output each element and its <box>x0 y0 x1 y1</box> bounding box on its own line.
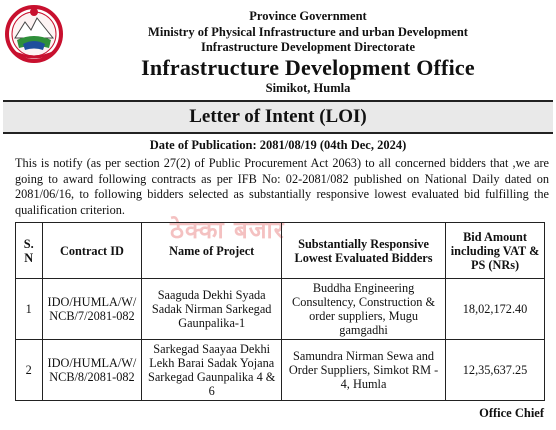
header-project: Name of Project <box>141 222 282 279</box>
office-location: Simikot, Humla <box>265 81 351 95</box>
nepal-emblem-icon <box>5 5 63 63</box>
cell-contract-id: IDO/HUMLA/W/ NCB/8/2081-082 <box>41 339 143 401</box>
header-contract-id: Contract ID <box>41 222 143 279</box>
table-row: 1 IDO/HUMLA/W/ NCB/7/2081-082 Saaguda De… <box>15 278 545 340</box>
header-sn: S. N <box>15 222 43 279</box>
cell-sn: 1 <box>15 278 43 340</box>
header-amount: Bid Amount including VAT & PS (NRs) <box>445 222 545 279</box>
signatory: Office Chief <box>479 406 544 420</box>
notice-body: This is notify (as per section 27(2) of … <box>15 156 549 217</box>
cell-amount: 18,02,172.40 <box>445 278 545 340</box>
publication-date: Date of Publication: 2081/08/19 (04th De… <box>149 138 407 152</box>
cell-project: Sarkegad Saayaa Dekhi Lekh Barai Sadak Y… <box>141 339 282 401</box>
cell-sn: 2 <box>15 339 43 401</box>
loi-title: Letter of Intent (LOI) <box>3 100 553 134</box>
cell-project: Saaguda Dekhi Syada Sadak Nirman Sarkega… <box>141 278 282 340</box>
cell-bidder: Samundra Nirman Sewa and Order Suppliers… <box>280 339 447 401</box>
header-directorate: Infrastructure Development Directorate <box>200 40 416 54</box>
header-bidder: Substantially Responsive Lowest Evaluate… <box>280 222 447 279</box>
cell-contract-id: IDO/HUMLA/W/ NCB/7/2081-082 <box>41 278 143 340</box>
award-table: S. N Contract ID Name of Project Substan… <box>15 222 545 401</box>
office-title: Infrastructure Development Office <box>141 55 475 80</box>
header-ministry: Ministry of Physical Infrastructure and … <box>148 25 468 39</box>
cell-amount: 12,35,637.25 <box>445 339 545 401</box>
table-header-row: S. N Contract ID Name of Project Substan… <box>15 222 545 279</box>
cell-bidder: Buddha Engineering Consultency, Construc… <box>280 278 447 340</box>
header-province: Province Government <box>249 9 367 23</box>
table-row: 2 IDO/HUMLA/W/ NCB/8/2081-082 Sarkegad S… <box>15 339 545 401</box>
